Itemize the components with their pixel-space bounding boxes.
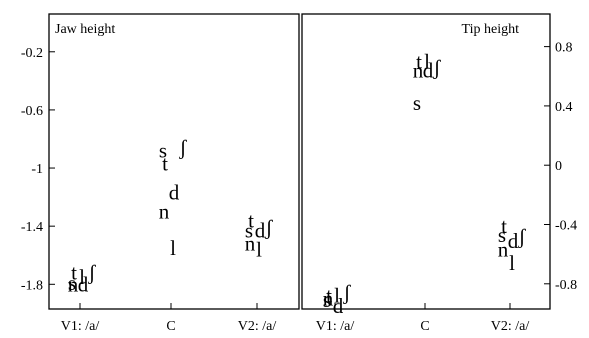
tip-point-c-esh: ʃ xyxy=(433,55,442,79)
jaw-xtick-label-v2: V2: /a/ xyxy=(238,319,277,334)
jaw-ytick-label: -1.4 xyxy=(21,220,43,235)
jaw-xtick-label-v1: V1: /a/ xyxy=(61,319,100,334)
jaw-point-v1-d: d xyxy=(78,272,89,296)
tip-point-v1-l: l xyxy=(334,284,340,308)
tip-point-v1-d: d xyxy=(333,294,344,318)
jaw-plot-frame xyxy=(48,13,300,310)
jaw-point-c-n: n xyxy=(159,200,170,224)
jaw-point-v2-t: t xyxy=(248,208,254,232)
tip-point-v2-esh: ʃ xyxy=(518,224,527,248)
jaw-point-v1-t: t xyxy=(71,261,77,285)
tip-ytick-label: 0.8 xyxy=(555,41,573,56)
tip-point-v2-s: s xyxy=(498,223,506,247)
tip-point-c-t: t xyxy=(416,49,422,73)
jaw-point-v2-l: l xyxy=(256,237,262,261)
jaw-height-panel: Jaw height -0.2 -0.6 -1 -1.4 -1.8 V1: /a/C V2:… xyxy=(21,13,300,334)
jaw-ytick-label: -1.8 xyxy=(21,278,43,293)
jaw-point-v1-n: n xyxy=(68,272,79,296)
jaw-ytick-label: -1 xyxy=(31,162,43,177)
jaw-point-v2-d: d xyxy=(255,219,266,243)
tip-point-v1-n: n xyxy=(323,287,334,311)
jaw-point-v2-esh: ʃ xyxy=(265,216,274,240)
tip-point-v1-esh: ʃ xyxy=(343,281,352,305)
jaw-xtick-label-c: C xyxy=(166,319,175,334)
tip-point-c-s: s xyxy=(413,91,421,115)
jaw-point-v1-s: s xyxy=(68,271,76,295)
tip-point-v1-t: t xyxy=(326,284,332,308)
tip-point-c-l: l xyxy=(424,49,430,73)
jaw-point-v1-esh: ʃ xyxy=(88,261,97,285)
jaw-point-c-d: d xyxy=(169,181,180,205)
tip-height-title: Tip height xyxy=(462,22,520,37)
tip-height-panel: Tip height 0.8 0.4 0 -0.4 -0.8 V1: /a/C V2: /a… xyxy=(301,13,577,334)
jaw-point-v2-n: n xyxy=(245,232,256,256)
tip-point-v2-d: d xyxy=(508,229,519,253)
tip-point-c-n: n xyxy=(413,58,424,82)
jaw-point-c-l: l xyxy=(170,236,176,260)
tip-point-v2-l: l xyxy=(509,251,515,275)
jaw-point-v2-s: s xyxy=(245,219,253,243)
tip-point-c-d: d xyxy=(423,58,434,82)
tip-point-v1-s: s xyxy=(323,288,331,312)
jaw-point-c-s: s xyxy=(159,139,167,163)
tip-plot-frame xyxy=(301,13,551,310)
jaw-ytick-label: -0.6 xyxy=(21,104,43,119)
jaw-point-c-esh: ʃ xyxy=(179,136,188,160)
tip-point-v2-n: n xyxy=(498,238,509,262)
tip-ytick-label: 0.4 xyxy=(555,100,573,115)
tip-ytick-label: -0.8 xyxy=(555,278,577,293)
tip-xtick-label-v1: V1: /a/ xyxy=(316,319,355,334)
jaw-ytick-label: -0.2 xyxy=(21,46,43,61)
jaw-point-v1-l: l xyxy=(79,265,85,289)
jaw-height-title: Jaw height xyxy=(55,22,115,37)
tip-ytick-label: -0.4 xyxy=(555,219,577,234)
jaw-point-c-t: t xyxy=(162,152,168,176)
tip-point-v2-t: t xyxy=(501,214,507,238)
tip-ytick-label: 0 xyxy=(555,159,562,174)
tip-xtick-label-v2: V2: /a/ xyxy=(491,319,530,334)
tip-xtick-label-c: C xyxy=(420,319,429,334)
